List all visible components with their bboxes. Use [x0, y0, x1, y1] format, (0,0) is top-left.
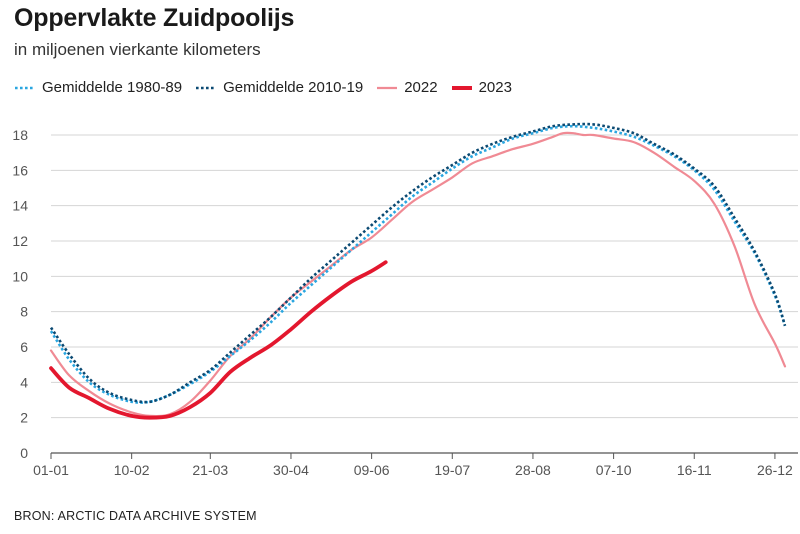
x-tick-label: 19-07	[434, 462, 470, 478]
y-tick-label: 8	[20, 304, 28, 320]
x-tick-label: 16-11	[677, 462, 712, 478]
x-tick-label: 07-10	[596, 462, 632, 478]
legend-label-1980-89: Gemiddelde 1980-89	[42, 79, 183, 96]
legend-swatch-2010-19	[196, 86, 217, 89]
legend-item-2022: 2022	[376, 79, 438, 96]
x-tick-label: 21-03	[192, 462, 228, 478]
legend-label-2022: 2022	[404, 79, 438, 96]
y-tick-label: 16	[12, 162, 28, 178]
y-tick-label: 12	[12, 233, 28, 249]
legend-item-2010-19: Gemiddelde 2010-19	[195, 79, 363, 96]
y-tick-label: 4	[20, 374, 28, 390]
series-line-gemiddelde-2010-19	[49, 122, 787, 404]
series-line-2022	[49, 131, 787, 418]
series-line-gemiddelde-1980-89	[49, 124, 787, 404]
x-tick-label: 28-08	[515, 462, 551, 478]
legend-swatch-2023	[451, 85, 472, 90]
legend-item-2023: 2023	[451, 79, 512, 96]
y-tick-label: 6	[20, 339, 28, 355]
x-tick-label: 26-12	[757, 462, 793, 478]
x-tick-label: 10-02	[114, 462, 150, 478]
y-tick-label: 2	[20, 410, 28, 426]
x-tick-label: 01-01	[33, 462, 69, 478]
legend-swatch-2022	[377, 86, 398, 89]
y-tick-label: 10	[12, 268, 28, 284]
x-tick-label: 09-06	[354, 462, 390, 478]
source-note: BRON: ARCTIC DATA ARCHIVE SYSTEM	[14, 509, 257, 523]
legend-label-2010-19: Gemiddelde 2010-19	[223, 79, 364, 96]
legend-swatch-1980-89	[15, 86, 35, 89]
chart-title: Oppervlakte Zuidpoolijs	[14, 4, 295, 32]
chart-subtitle: in miljoenen vierkante kilometers	[14, 40, 261, 59]
legend: Gemiddelde 1980-89 Gemiddelde 2010-19 20…	[14, 79, 525, 96]
y-tick-label: 0	[20, 445, 28, 461]
x-tick-label: 30-04	[273, 462, 309, 478]
series-line-2023	[49, 260, 388, 420]
y-tick-label: 18	[12, 127, 28, 143]
legend-label-2023: 2023	[478, 79, 512, 96]
y-tick-label: 14	[12, 198, 28, 214]
legend-item-1980-89: Gemiddelde 1980-89	[14, 79, 182, 96]
